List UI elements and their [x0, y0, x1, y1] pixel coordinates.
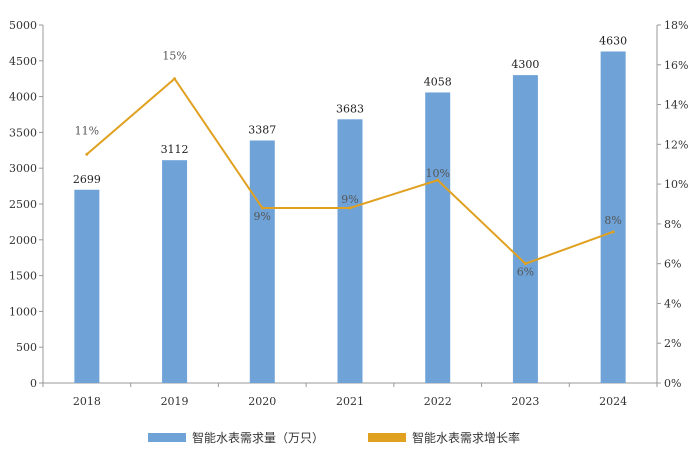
- growth-value-label: 9%: [341, 193, 358, 206]
- x-tick-label: 2023: [511, 395, 539, 408]
- right-tick-label: 4%: [664, 297, 681, 310]
- legend-item-growth: 智能水表需求增长率: [368, 429, 520, 446]
- bar-value-label: 4300: [511, 58, 539, 71]
- growth-value-label: 10%: [425, 167, 449, 180]
- left-tick-label: 500: [16, 341, 37, 354]
- right-tick-label: 8%: [664, 218, 681, 231]
- left-tick-label: 3500: [9, 126, 37, 139]
- combo-chart: 0 500 1000 1500 2000 2500 3000 3500 4000 4500 5000…: [9, 19, 688, 408]
- growth-point: [611, 230, 615, 234]
- left-tick-label: 2500: [9, 198, 37, 211]
- growth-value-label: 15%: [162, 50, 186, 63]
- growth-value-label: 9%: [254, 210, 271, 223]
- growth-value-label: 11%: [75, 124, 99, 137]
- legend-swatch-line: [368, 433, 406, 442]
- right-tick-label: 12%: [664, 138, 688, 151]
- x-tick-label: 2022: [424, 395, 452, 408]
- left-tick-label: 1000: [9, 305, 37, 318]
- right-tick-label: 16%: [664, 59, 688, 72]
- bar: [337, 119, 363, 383]
- legend-label-growth: 智能水表需求增长率: [412, 431, 521, 445]
- left-tick-label: 0: [30, 377, 37, 390]
- growth-point: [85, 152, 89, 156]
- left-tick-label: 4500: [9, 55, 37, 68]
- right-tick-label: 0%: [664, 377, 681, 390]
- left-tick-label: 4000: [9, 91, 37, 104]
- legend-item-demand: 智能水表需求量（万只）: [148, 429, 324, 446]
- right-tick-label: 18%: [664, 19, 688, 32]
- x-tick-label: 2020: [248, 395, 276, 408]
- x-tick-label: 2019: [161, 395, 189, 408]
- x-tick-label: 2021: [336, 395, 364, 408]
- bar-value-label: 3387: [248, 123, 276, 136]
- left-tick-label: 1500: [9, 270, 37, 283]
- bar-value-label: 2699: [73, 173, 101, 186]
- bar: [600, 51, 626, 383]
- x-tick-label: 2024: [599, 395, 627, 408]
- growth-point: [348, 206, 352, 210]
- left-tick-label: 3000: [9, 162, 37, 175]
- growth-point: [260, 206, 264, 210]
- legend: 智能水表需求量（万只） 智能水表需求增长率: [0, 429, 700, 449]
- growth-value-label: 6%: [517, 266, 534, 279]
- bar: [74, 189, 100, 383]
- growth-point: [173, 77, 177, 81]
- bar: [162, 160, 188, 383]
- bar-value-label: 4058: [424, 75, 452, 88]
- right-tick-label: 2%: [664, 337, 681, 350]
- growth-point: [523, 262, 527, 266]
- bar-value-label: 4630: [599, 34, 627, 47]
- bar: [249, 140, 275, 383]
- left-tick-label: 2000: [9, 234, 37, 247]
- right-tick-label: 10%: [664, 178, 688, 191]
- bar-value-label: 3112: [161, 143, 189, 156]
- right-tick-label: 14%: [664, 99, 688, 112]
- right-tick-label: 6%: [664, 258, 681, 271]
- left-tick-label: 5000: [9, 19, 37, 32]
- legend-swatch-bar: [148, 433, 186, 442]
- legend-label-demand: 智能水表需求量（万只）: [192, 431, 325, 445]
- x-tick-label: 2018: [73, 395, 101, 408]
- bar: [425, 92, 451, 383]
- bar: [512, 75, 538, 384]
- growth-point: [436, 178, 440, 182]
- bar-value-label: 3683: [336, 102, 364, 115]
- growth-value-label: 8%: [604, 214, 621, 227]
